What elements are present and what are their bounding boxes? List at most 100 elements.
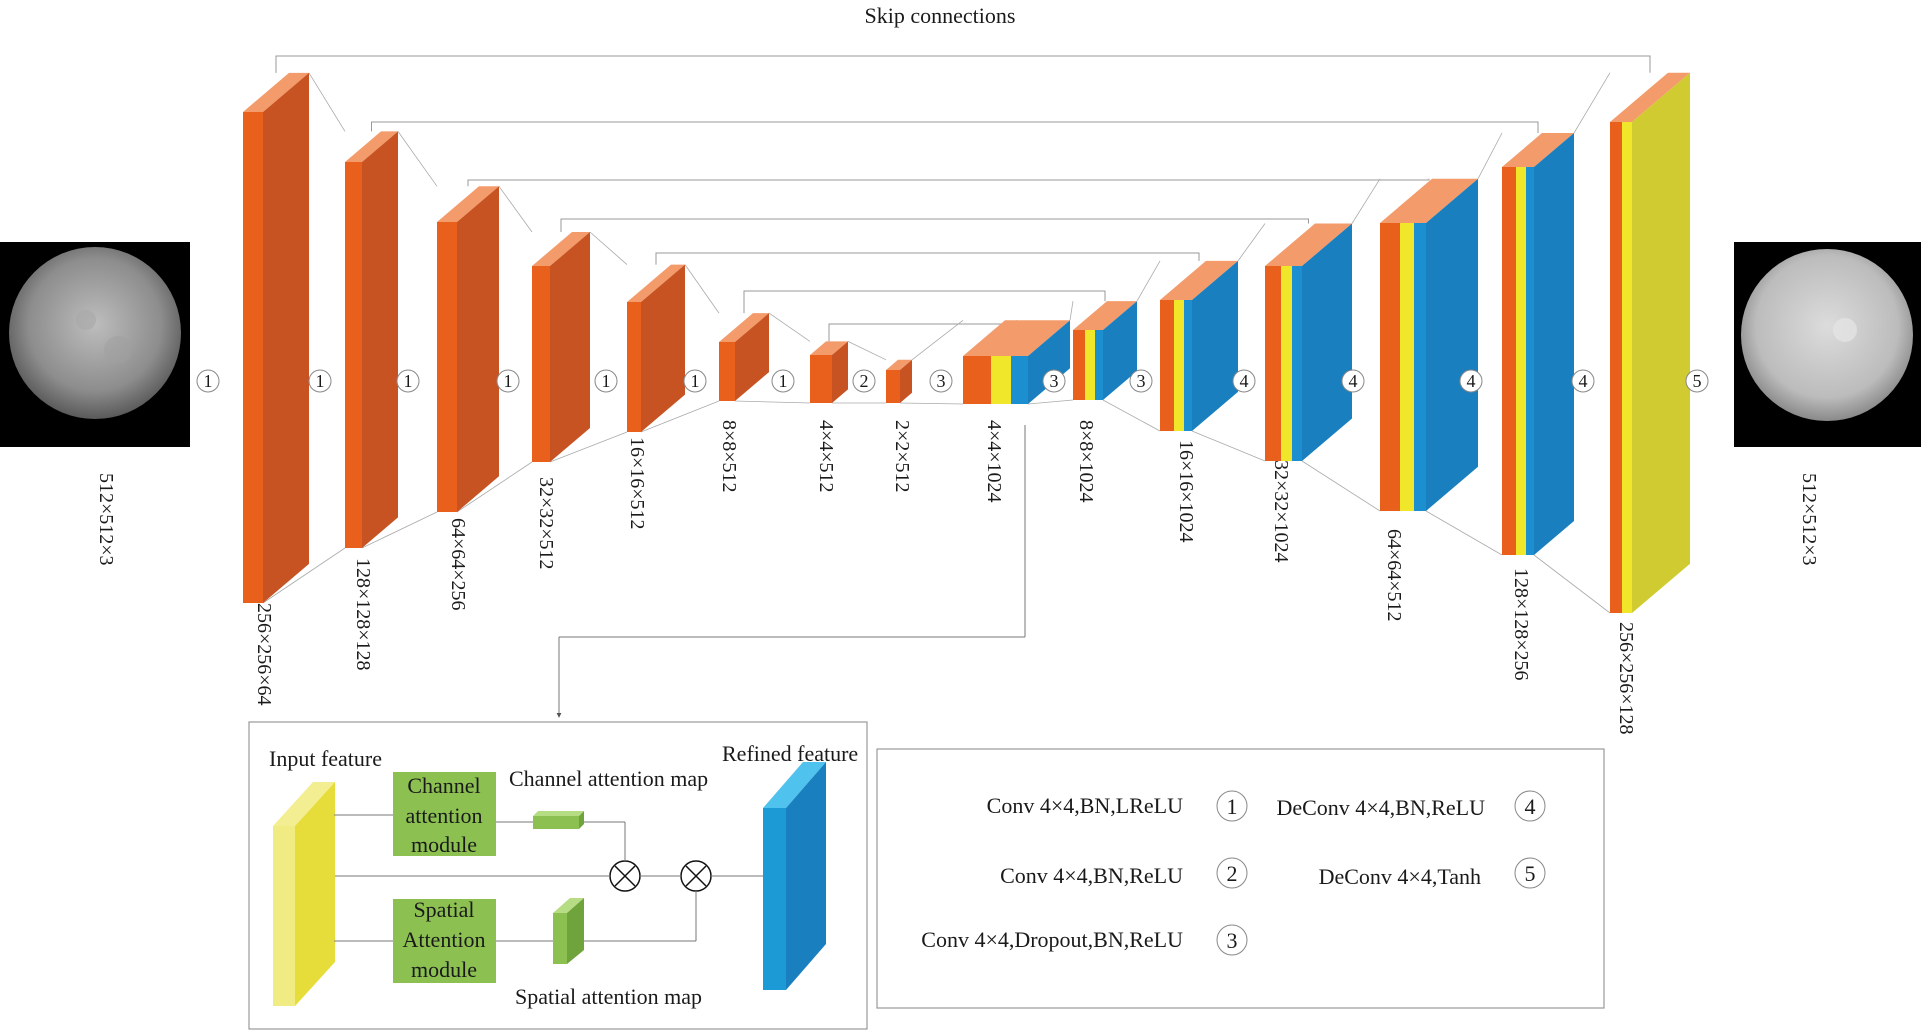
encoder-block-front [345, 162, 362, 548]
encoder-block-side [263, 72, 309, 603]
decoder-block-top [1502, 133, 1574, 167]
legend-item-5: DeConv 4×4,Tanh 5 [1319, 857, 1546, 889]
encoder-shape-label-6: 8×8×512 [718, 420, 740, 493]
funnel-line-bottom [899, 402, 964, 405]
legend-item-4: DeConv 4×4,BN,ReLU 4 [1276, 790, 1546, 822]
svg-text:1: 1 [316, 371, 325, 391]
input-feature-block [273, 782, 335, 1006]
spatial-attention-module [393, 899, 496, 983]
decoder-shape-label-4: 32×32×1024 [1270, 460, 1292, 563]
encoder-shape-label-5: 16×16×512 [626, 437, 648, 530]
legend-text: Conv 4×4,Dropout,BN,ReLU [921, 927, 1183, 952]
op-marker-14: 4 [1459, 369, 1483, 393]
decoder-block-front [963, 356, 991, 404]
funnel-line-top [498, 186, 533, 233]
spatial-module-line3: module [411, 957, 477, 982]
svg-text:1: 1 [602, 371, 611, 391]
funnel-line-bottom [1533, 554, 1611, 614]
op-marker-5: 1 [594, 369, 618, 393]
decoder-block-2 [1073, 301, 1137, 400]
decoder-block-7 [1610, 72, 1690, 613]
decoder-layer-yellow [1174, 300, 1184, 431]
decoder-block-top [1160, 260, 1238, 300]
decoder-shape-label-5: 64×64×512 [1383, 529, 1405, 622]
funnel-line-bottom [1102, 399, 1161, 432]
svg-text:5: 5 [1693, 371, 1702, 391]
decoder-block-side [1192, 260, 1238, 431]
skip-connection-3 [467, 178, 1430, 187]
spatial-attention-map [553, 898, 584, 964]
svg-text:4: 4 [1579, 371, 1588, 391]
op-marker-9: 3 [929, 369, 953, 393]
skip-connection-6 [743, 290, 1106, 314]
operation-markers: 1 1 1 1 1 1 1 2 3 3 3 4 4 4 4 5 [196, 369, 1709, 393]
legend-item-2: Conv 4×4,BN,ReLU 2 [1000, 857, 1248, 889]
decoder-block-front [1160, 300, 1174, 431]
funnel-line-top [684, 264, 720, 314]
attention-flow-lines [334, 814, 763, 942]
encoder-block-top [243, 72, 309, 112]
encoder-block-side [641, 264, 685, 432]
funnel-line-top [1069, 301, 1074, 321]
encoder-block-side [832, 341, 848, 403]
funnel-line-bottom [262, 547, 346, 604]
skip-connection-4 [560, 218, 1309, 232]
encoder-block-4 [532, 232, 590, 462]
decoder-layer-yellowwide [1622, 122, 1632, 613]
decoder-block-top [963, 320, 1070, 356]
decoder-shape-label-7: 256×256×128 [1615, 622, 1637, 735]
spatial-module-line1: Spatial [413, 897, 474, 922]
decoder-block-3 [1160, 260, 1238, 431]
decoder-shape-label-6: 128×128×256 [1510, 568, 1532, 681]
encoder-block-6 [719, 313, 769, 401]
decoder-block-top [1380, 178, 1478, 223]
legend-number: 1 [1227, 794, 1238, 819]
funnel-line-top [768, 312, 811, 342]
decoder-block-top [1265, 223, 1352, 266]
legend-number: 3 [1227, 928, 1238, 953]
legend-number: 5 [1525, 861, 1536, 886]
spatial-module-line2: Attention [402, 927, 485, 952]
input-dim-label: 512×512×3 [95, 473, 117, 566]
decoder-block-front [1073, 330, 1085, 400]
svg-text:1: 1 [404, 371, 413, 391]
skip-connection-5 [655, 252, 1200, 265]
op-marker-6: 1 [683, 369, 707, 393]
legend-number-circle [1514, 790, 1546, 822]
legend-number: 2 [1227, 861, 1238, 886]
legend-text: DeConv 4×4,Tanh [1319, 864, 1481, 889]
op-marker-11: 3 [1129, 369, 1153, 393]
decoder-layer-blue [1292, 266, 1302, 461]
legend-number-circle [1216, 924, 1248, 956]
decoder-block-5 [1380, 178, 1478, 512]
op-marker-2: 1 [308, 369, 332, 393]
funnel-line-top [1237, 223, 1266, 262]
decoder-layer-yellow [1400, 223, 1414, 511]
svg-text:4: 4 [1349, 371, 1358, 391]
funnel-line-top [1573, 72, 1611, 134]
decoder-layer-blue [1184, 300, 1192, 431]
encoder-block-top [532, 232, 590, 266]
encoder-block-side [735, 313, 769, 401]
encoder-block-side [362, 131, 398, 548]
funnel-line-top [911, 319, 964, 361]
channel-attention-map [533, 811, 584, 829]
multiply-operator-2 [680, 860, 712, 892]
decoder-block-front [1265, 266, 1281, 461]
channel-attention-module [393, 772, 496, 856]
decoder-layer-blue [1095, 330, 1103, 400]
funnel-line-top [1477, 132, 1503, 179]
encoder-block-1 [243, 72, 309, 603]
encoder-block-top [810, 341, 848, 355]
skip-connections-title: Skip connections [865, 3, 1016, 28]
decoder-layer-blue [1526, 167, 1534, 555]
svg-text:1: 1 [779, 371, 788, 391]
funnel-line-bottom [1301, 460, 1381, 512]
input-sun-image [0, 242, 190, 447]
skip-connection-2 [371, 121, 1539, 133]
legend-number-circle [1216, 790, 1248, 822]
decoder-block-1 [963, 320, 1070, 404]
encoder-block-front [719, 342, 735, 401]
multiply-operator-1 [609, 860, 641, 892]
